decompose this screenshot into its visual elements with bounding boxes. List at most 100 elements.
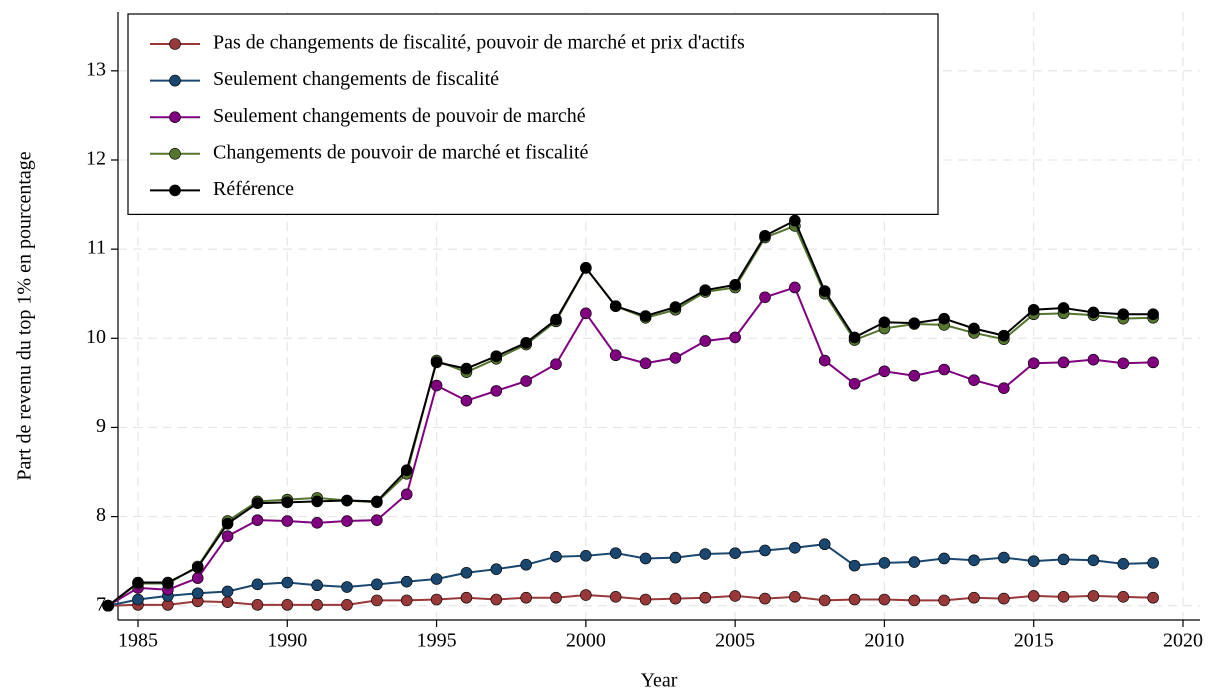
marker (938, 552, 950, 565)
marker (938, 312, 950, 325)
marker (281, 515, 294, 527)
series-line (107, 543, 1154, 607)
x-tick-label: 2010 (864, 630, 904, 652)
marker (580, 550, 592, 562)
marker (669, 301, 682, 313)
marker (848, 593, 861, 606)
marker (430, 379, 443, 392)
marker (460, 362, 473, 375)
marker (550, 358, 562, 370)
marker (550, 591, 562, 604)
series-line (108, 594, 1154, 607)
marker (371, 594, 383, 607)
marker (759, 592, 771, 605)
marker (221, 585, 234, 598)
marker (818, 538, 831, 551)
marker (998, 592, 1010, 605)
marker (430, 356, 443, 369)
marker (699, 335, 712, 347)
marker (878, 557, 891, 569)
marker (1057, 591, 1070, 603)
marker (251, 514, 264, 526)
marker (400, 464, 413, 477)
marker (848, 559, 861, 572)
series-line (107, 224, 1154, 607)
marker (699, 591, 712, 604)
marker (251, 578, 264, 591)
marker (221, 596, 234, 608)
marker (609, 349, 622, 362)
marker (968, 591, 980, 604)
y-tick-label: 7 (96, 593, 106, 615)
legend-label: Référence (213, 178, 294, 200)
marker (1117, 591, 1130, 603)
marker (550, 550, 562, 563)
marker (311, 579, 323, 592)
marker (609, 547, 622, 559)
y-tick-label: 11 (87, 237, 106, 259)
marker (639, 552, 652, 565)
marker (968, 554, 980, 567)
marker (132, 576, 144, 589)
marker (191, 587, 204, 600)
legend-label: Seulement changements de pouvoir de marc… (213, 105, 586, 127)
legend-marker (169, 148, 181, 160)
marker (341, 599, 353, 611)
marker (878, 365, 891, 378)
marker (400, 575, 413, 588)
legend: Pas de changements de fiscalité, pouvoir… (127, 13, 939, 215)
marker (580, 589, 592, 601)
x-axis-label: Year (641, 670, 678, 692)
marker (699, 284, 712, 296)
marker (1087, 353, 1100, 366)
marker (699, 548, 712, 560)
marker (311, 495, 323, 508)
marker (490, 563, 503, 575)
legend-label: Pas de changements de fiscalité, pouvoir… (213, 32, 745, 54)
y-axis-label: Part de revenu du top 1% en pourcentage (14, 151, 36, 480)
marker (341, 494, 353, 507)
y-tick-label: 8 (96, 504, 106, 526)
marker (639, 357, 652, 370)
marker (759, 291, 771, 304)
marker (998, 329, 1010, 342)
marker (1057, 553, 1070, 566)
marker (221, 517, 234, 530)
marker (848, 377, 861, 390)
marker (251, 599, 264, 611)
marker (1057, 356, 1070, 369)
marker (1087, 554, 1100, 567)
marker (281, 576, 294, 589)
marker (1027, 357, 1040, 370)
marker (281, 599, 294, 611)
marker (341, 515, 353, 527)
legend-box (127, 13, 939, 215)
marker (848, 331, 861, 344)
marker (311, 517, 323, 529)
marker (669, 551, 682, 564)
marker (729, 547, 741, 559)
legend-marker (169, 111, 181, 123)
y-tick-label: 10 (86, 326, 106, 348)
marker (490, 385, 503, 397)
marker (998, 382, 1010, 395)
marker (669, 592, 682, 605)
legend-marker (169, 38, 181, 50)
x-tick-label: 1990 (267, 630, 307, 652)
marker (789, 214, 801, 227)
marker (311, 599, 323, 611)
marker (968, 322, 980, 335)
marker (400, 488, 413, 501)
marker (878, 593, 891, 606)
marker (639, 593, 652, 606)
marker (400, 594, 413, 607)
x-tick-label: 1995 (417, 630, 457, 652)
marker (430, 573, 443, 585)
marker (908, 317, 921, 329)
marker (490, 593, 503, 606)
marker (789, 541, 801, 554)
marker (1027, 303, 1040, 316)
marker (550, 313, 562, 326)
